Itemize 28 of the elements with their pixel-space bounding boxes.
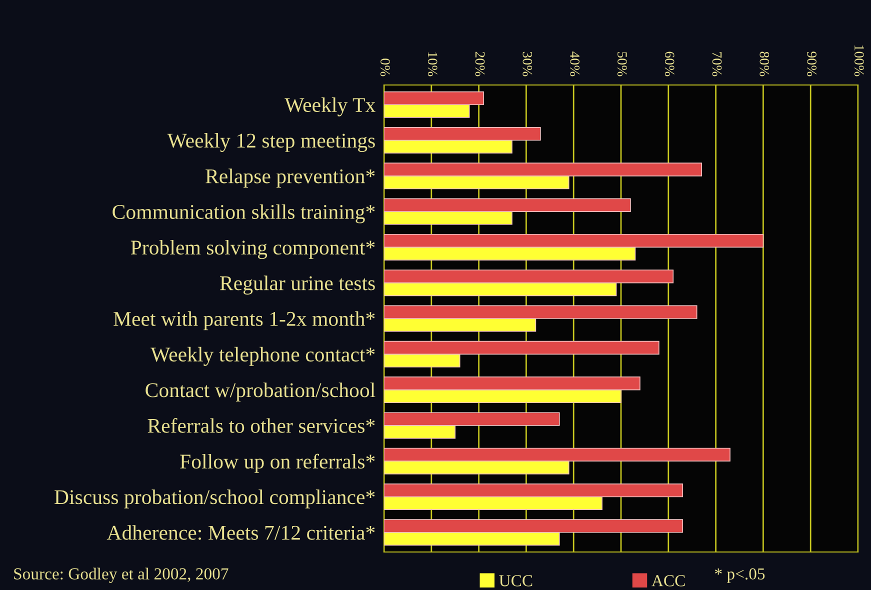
y-tick-label: Relapse prevention* (206, 168, 375, 188)
y-tick-label: Weekly Tx (284, 97, 376, 116)
x-tick-label: 30% (522, 52, 532, 76)
x-tick-label: 50% (617, 52, 627, 76)
y-tick-label: Referrals to other services* (148, 418, 375, 433)
x-tick-label: 100% (854, 45, 864, 76)
y-tick-label: Communication skills training* (112, 204, 375, 224)
legend-label: UCC (499, 575, 532, 586)
x-tick-label: 70% (712, 52, 722, 76)
x-tick-label: 10% (428, 52, 438, 76)
text: * p<.05 (715, 568, 765, 583)
y-tick-label: Problem solving component* (130, 240, 375, 259)
y-tick-label: Discuss probation/school compliance* (54, 490, 375, 508)
y-tick-label: Meet with parents 1-2x month* (114, 311, 375, 330)
y-tick-label: Follow up on referrals* (180, 454, 375, 473)
y-tick-label: Adherence: Meets 7/12 criteria* (106, 525, 375, 540)
x-tick-label: 90% (807, 52, 816, 76)
x-tick-label: 0% (380, 58, 390, 76)
y-tick-label: Contact w/probation/school (146, 382, 376, 402)
y-tick-label: Regular urine tests (220, 276, 375, 295)
x-tick-label: 40% (570, 51, 580, 76)
x-tick-label: 20% (475, 52, 485, 76)
source-note: Source: Godley et al 2002, 2007 (14, 568, 228, 583)
y-tick-label: Weekly telephone contact* (150, 346, 375, 366)
x-tick-label: 60% (664, 52, 674, 76)
x-tick-label: 80% (760, 52, 770, 76)
legend-label: ACC (652, 575, 685, 586)
y-tick-label: Weekly 12 step meetings (167, 133, 375, 152)
